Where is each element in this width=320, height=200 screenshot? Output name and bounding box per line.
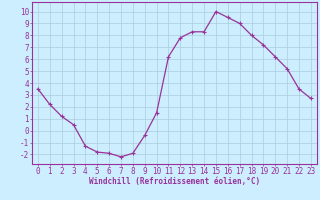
X-axis label: Windchill (Refroidissement éolien,°C): Windchill (Refroidissement éolien,°C): [89, 177, 260, 186]
